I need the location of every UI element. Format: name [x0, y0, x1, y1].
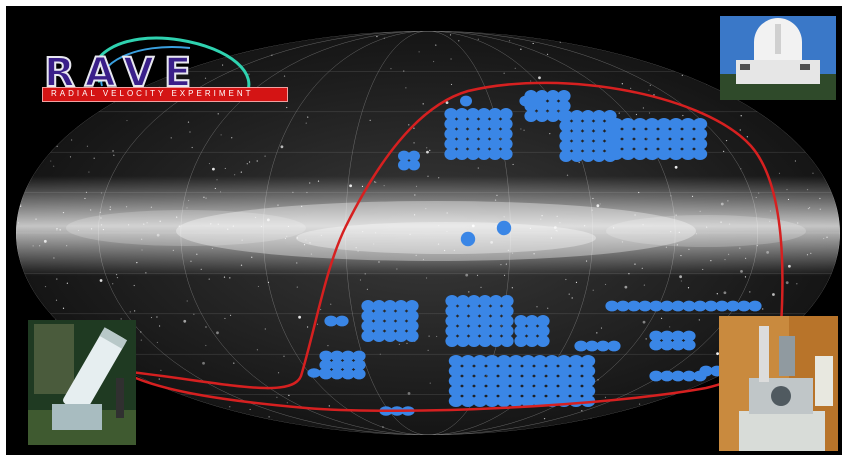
survey-fields [307, 90, 762, 416]
milky-way-band [16, 176, 840, 276]
observatory-dome-photo [720, 16, 836, 100]
rave-logo: RAVE Radial Velocity Experiment [40, 34, 290, 104]
logo-subtitle: Radial Velocity Experiment [51, 89, 254, 98]
telescope-photo [28, 320, 136, 445]
logo-swoosh-icon [93, 36, 251, 97]
logo-subtitle-bar: Radial Velocity Experiment [42, 87, 288, 102]
slide: RAVE Radial Velocity Experiment [6, 6, 842, 455]
survey-footprint-outline [120, 81, 784, 413]
spectrograph-instrument-photo [719, 316, 838, 451]
all-sky-map [16, 31, 840, 435]
